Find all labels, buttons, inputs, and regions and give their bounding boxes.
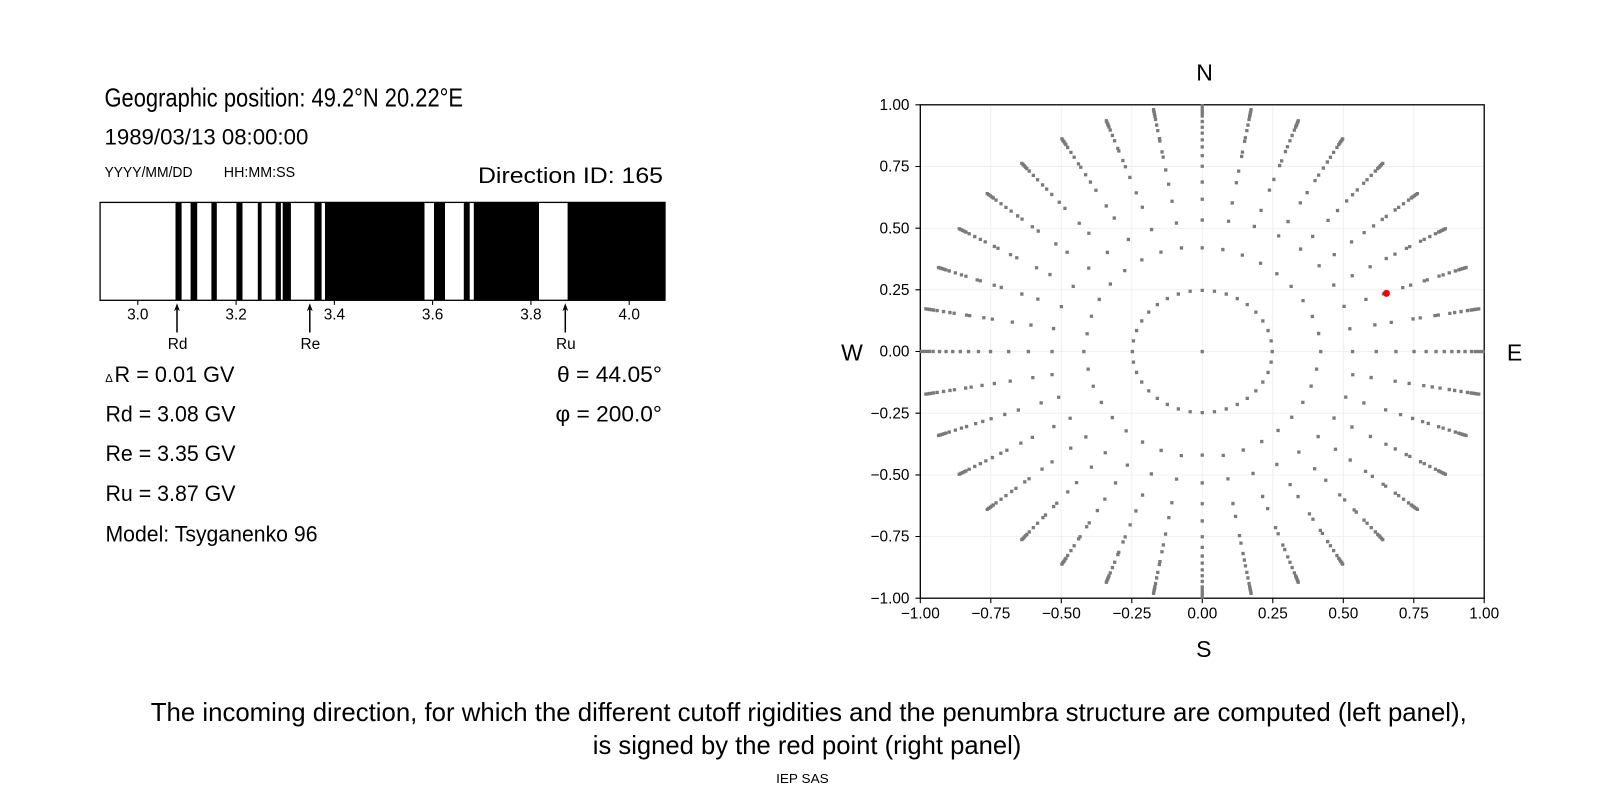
- svg-text:3.4: 3.4: [324, 307, 346, 324]
- svg-text:3.6: 3.6: [422, 307, 443, 324]
- svg-text:−0.25: −0.25: [1112, 605, 1151, 622]
- svg-text:1989/03/13 08:00:00: 1989/03/13 08:00:00: [105, 125, 309, 150]
- svg-text:0.25: 0.25: [880, 282, 910, 299]
- svg-text:Ru: Ru: [556, 336, 576, 353]
- svg-text:−0.75: −0.75: [871, 529, 910, 546]
- svg-text:0.75: 0.75: [880, 159, 910, 176]
- svg-text:Rd: Rd: [168, 336, 188, 353]
- svg-text:is signed by the red point (ri: is signed by the red point (right panel): [593, 730, 1022, 760]
- svg-text:−0.25: −0.25: [871, 405, 910, 422]
- svg-text:−0.50: −0.50: [871, 467, 910, 484]
- svg-text:R = 0.01 GV: R = 0.01 GV: [115, 362, 235, 387]
- svg-text:3.2: 3.2: [225, 307, 246, 324]
- svg-text:IEP SAS: IEP SAS: [776, 771, 829, 786]
- svg-text:∆: ∆: [106, 373, 114, 385]
- svg-text:Re: Re: [301, 336, 321, 353]
- svg-text:φ = 200.0°: φ = 200.0°: [556, 401, 663, 426]
- svg-text:Direction ID: 165: Direction ID: 165: [478, 163, 663, 188]
- svg-text:0.50: 0.50: [1328, 605, 1358, 622]
- svg-text:4.0: 4.0: [618, 307, 639, 324]
- svg-text:θ = 44.05°: θ = 44.05°: [557, 362, 662, 387]
- svg-text:N: N: [1196, 60, 1213, 86]
- svg-text:Ru = 3.87 GV: Ru = 3.87 GV: [106, 481, 236, 506]
- svg-text:Geographic position: 49.2°N 20: Geographic position: 49.2°N 20.22°E: [105, 83, 464, 113]
- svg-text:E: E: [1507, 340, 1522, 366]
- svg-text:0.00: 0.00: [1187, 605, 1217, 622]
- svg-text:−0.75: −0.75: [971, 605, 1010, 622]
- svg-text:0.00: 0.00: [880, 344, 910, 361]
- svg-text:Rd = 3.08 GV: Rd = 3.08 GV: [106, 401, 236, 426]
- svg-text:W: W: [841, 340, 863, 366]
- svg-text:−0.50: −0.50: [1042, 605, 1081, 622]
- svg-text:−1.00: −1.00: [871, 590, 910, 607]
- svg-text:−1.00: −1.00: [901, 605, 940, 622]
- svg-text:Re = 3.35 GV: Re = 3.35 GV: [106, 441, 236, 466]
- svg-text:0.75: 0.75: [1399, 605, 1429, 622]
- svg-text:1.00: 1.00: [1469, 605, 1499, 622]
- svg-text:HH:MM:SS: HH:MM:SS: [224, 164, 295, 181]
- svg-text:1.00: 1.00: [880, 97, 910, 114]
- svg-text:3.0: 3.0: [127, 307, 148, 324]
- svg-text:The incoming direction, for wh: The incoming direction, for which the di…: [151, 697, 1467, 727]
- svg-text:S: S: [1196, 636, 1211, 662]
- svg-text:0.50: 0.50: [880, 220, 910, 237]
- svg-text:0.25: 0.25: [1258, 605, 1288, 622]
- svg-text:Model: Tsyganenko 96: Model: Tsyganenko 96: [106, 521, 318, 546]
- svg-text:YYYY/MM/DD: YYYY/MM/DD: [105, 164, 193, 181]
- svg-text:3.8: 3.8: [520, 307, 541, 324]
